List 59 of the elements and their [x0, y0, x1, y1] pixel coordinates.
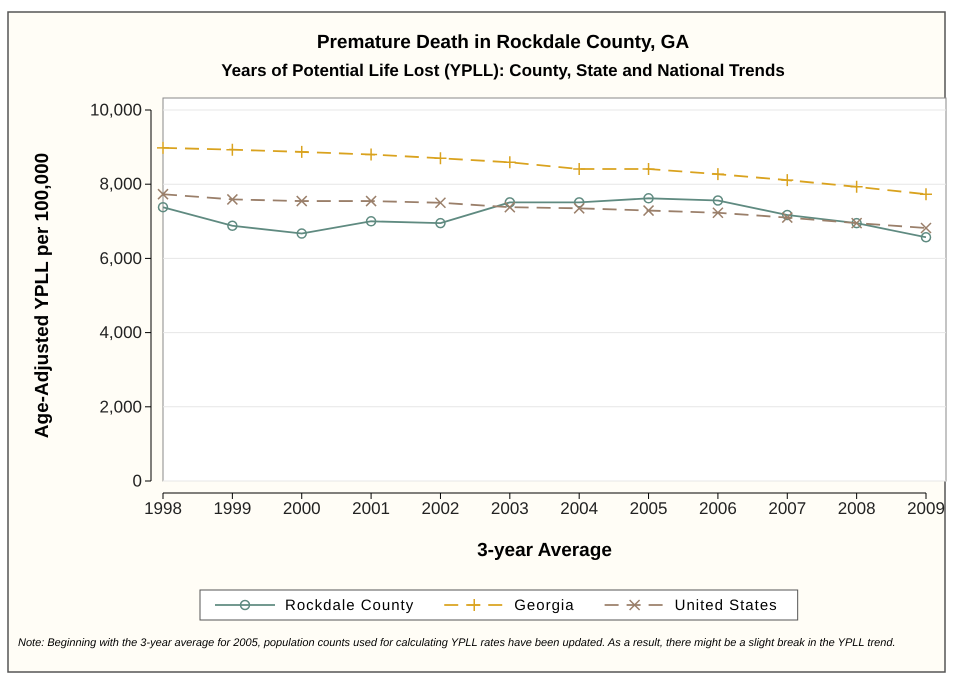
y-tick-label: 4,000 — [99, 323, 142, 342]
chart-subtitle: Years of Potential Life Lost (YPLL): County, State and National Trends — [221, 61, 785, 80]
y-axis-title: Age-Adjusted YPLL per 100,000 — [32, 152, 53, 438]
point — [366, 216, 376, 227]
y-tick-label: 2,000 — [99, 397, 142, 416]
point — [780, 173, 794, 187]
x-tick-label: 2005 — [630, 499, 668, 518]
y-tick-label: 0 — [132, 471, 142, 490]
point — [158, 202, 168, 212]
x-tick-label: 2003 — [490, 499, 529, 518]
x-tick-label: 1999 — [213, 499, 252, 518]
point — [642, 204, 654, 216]
point — [711, 167, 725, 181]
x-axis-title: 3-year Average — [477, 540, 612, 561]
point — [504, 201, 516, 213]
point — [919, 187, 933, 201]
point — [365, 195, 377, 207]
y-tick-label: 10,000 — [90, 100, 142, 120]
point — [435, 218, 446, 228]
point — [156, 141, 170, 155]
point — [434, 197, 446, 208]
point — [574, 197, 584, 208]
x-tick-label: 2004 — [560, 499, 598, 518]
legend-label: Georgia — [514, 597, 575, 614]
point — [294, 145, 308, 159]
point — [712, 195, 724, 206]
point — [850, 180, 864, 194]
point — [643, 193, 654, 204]
point — [504, 197, 516, 208]
point — [920, 232, 932, 243]
chart-title: Premature Death in Rockdale County, GA — [316, 32, 690, 53]
point — [157, 188, 169, 200]
point — [434, 151, 448, 165]
x-tick-label: 2009 — [907, 499, 945, 518]
x-tick-label: 1998 — [144, 499, 182, 518]
legend-label: United States — [674, 597, 778, 614]
point — [920, 222, 932, 234]
x-tick-label: 2006 — [698, 499, 737, 518]
point — [572, 162, 586, 176]
point — [503, 156, 517, 170]
x-tick-label: 2000 — [282, 499, 321, 518]
legend-label: Rockdale County — [285, 597, 414, 614]
x-tick-label: 2002 — [422, 499, 460, 518]
point — [227, 220, 238, 231]
point — [226, 194, 238, 206]
x-tick-label: 2001 — [352, 499, 390, 518]
point — [782, 212, 794, 224]
x-tick-label: 2007 — [768, 499, 806, 518]
point — [296, 228, 307, 239]
y-tick-label: 6,000 — [99, 248, 142, 268]
point — [712, 207, 724, 219]
text: Note: Beginning with the 3-year average for 2005, population counts used for calculating YPLL rates have been updated. As a result, there might be a slight break in the YPLL trend. — [18, 636, 897, 650]
point — [296, 195, 308, 207]
y-tick-label: 8,000 — [99, 174, 142, 194]
point — [364, 148, 378, 162]
point — [642, 162, 656, 176]
point — [573, 202, 585, 214]
point — [782, 210, 793, 220]
x-tick-label: 2008 — [838, 499, 876, 518]
